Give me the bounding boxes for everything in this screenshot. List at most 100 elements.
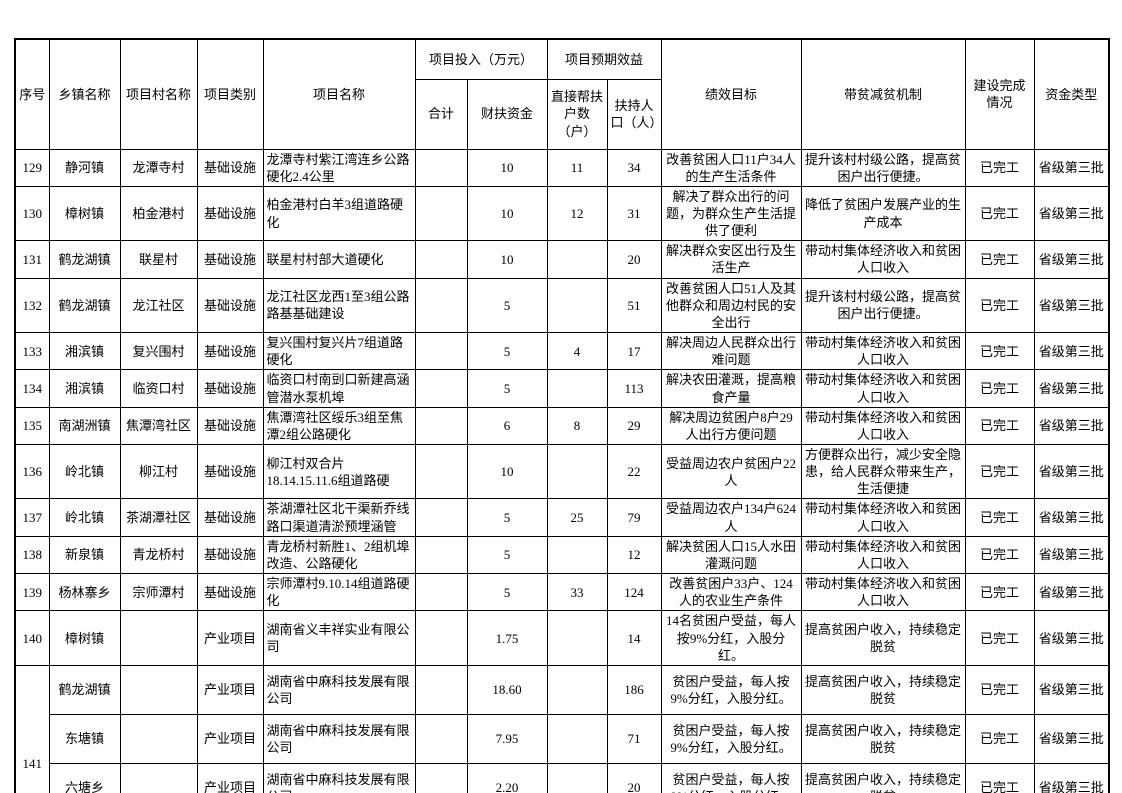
- header-benefit-group: 项目预期效益: [546, 38, 662, 80]
- cell-name: 龙江社区龙西1至3组公路路基基础建设: [262, 277, 416, 334]
- cell-total: [414, 713, 468, 764]
- cell-total: [414, 277, 468, 334]
- cell-name: 柳江村双合片18.14.15.11.6组道路硬: [262, 443, 416, 500]
- cell-village: [119, 713, 198, 764]
- header-fund: 财扶资金: [466, 78, 548, 150]
- cell-goal: 贫困户受益，每人按9%分红，入股分红。: [660, 713, 802, 764]
- cell-fund-type: 省级第三批: [1033, 369, 1110, 408]
- cell-status: 已完工: [964, 713, 1035, 764]
- cell-mechanism: 带动村集体经济收入和贫困人口收入: [800, 406, 966, 446]
- cell-fund-type: 省级第三批: [1033, 664, 1110, 715]
- cell-households: 8: [546, 406, 608, 446]
- cell-category: 基础设施: [196, 332, 264, 371]
- cell-category: 产业项目: [196, 664, 264, 715]
- cell-goal: 解决农田灌溉，提高粮食产量: [660, 369, 802, 408]
- cell-mechanism: 提升该村村级公路，提高贫困户出行便捷。: [800, 148, 966, 187]
- cell-fund: 10: [466, 240, 548, 279]
- cell-total: [414, 369, 468, 408]
- cell-fund-type: 省级第三批: [1033, 610, 1110, 666]
- cell-name: 湖南省义丰祥实业有限公司: [262, 610, 416, 666]
- cell-population: 79: [606, 498, 662, 537]
- cell-goal: 改善贫困人口11户34人的生产生活条件: [660, 148, 802, 187]
- cell-township: 静河镇: [48, 148, 121, 187]
- cell-name: 湖南省中麻科技发展有限公司: [262, 762, 416, 793]
- cell-no: 131: [14, 240, 50, 279]
- cell-township: 杨林寨乡: [48, 573, 121, 612]
- cell-name: 宗师潭村9.10.14组道路硬化: [262, 573, 416, 612]
- cell-village: 龙江社区: [119, 277, 198, 334]
- cell-goal: 14名贫困户受益，每人按9%分红，入股分红。: [660, 610, 802, 666]
- cell-no: 134: [14, 369, 50, 408]
- cell-mechanism: 提高贫困户收入，持续稳定脱贫: [800, 664, 966, 715]
- cell-goal: 解决周边贫困户8户29人出行方便问题: [660, 406, 802, 446]
- cell-no: 132: [14, 277, 50, 334]
- cell-township: 湘滨镇: [48, 369, 121, 408]
- cell-total: [414, 406, 468, 446]
- table-header: 序号 乡镇名称 项目村名称 项目类别 项目名称 项目投入（万元） 项目预期效益 …: [14, 38, 1110, 150]
- cell-village: 联星村: [119, 240, 198, 279]
- cell-category: 基础设施: [196, 185, 264, 242]
- cell-population: 20: [606, 762, 662, 793]
- cell-households: [546, 277, 608, 334]
- cell-category: 基础设施: [196, 369, 264, 408]
- cell-township: 岭北镇: [48, 498, 121, 537]
- header-village: 项目村名称: [119, 38, 198, 150]
- cell-households: [546, 443, 608, 500]
- cell-village: [119, 610, 198, 666]
- cell-township: 六塘乡: [48, 762, 121, 793]
- table-row: 130 樟树镇 柏金港村 基础设施 柏金港村白羊3组道路硬化 10 12 31 解决了群众出行的…: [14, 185, 1110, 242]
- cell-village: 柳江村: [119, 443, 198, 500]
- cell-name: 联星村村部大道硬化: [262, 240, 416, 279]
- cell-goal: 解决了群众出行的问题，为群众生产生活提供了便利: [660, 185, 802, 242]
- cell-village: 青龙桥村: [119, 535, 198, 575]
- table-row: 135 南湖洲镇 焦潭湾社区 基础设施 焦潭湾社区绥乐3组至焦潭2组公路硬化 6 8 29 解决…: [14, 406, 1110, 446]
- cell-fund-type: 省级第三批: [1033, 332, 1110, 371]
- cell-village: 焦潭湾社区: [119, 406, 198, 446]
- cell-fund: 6: [466, 406, 548, 446]
- cell-fund-type: 省级第三批: [1033, 406, 1110, 446]
- cell-category: 基础设施: [196, 240, 264, 279]
- cell-name: 复兴围村复兴片7组道路硬化: [262, 332, 416, 371]
- cell-fund-type: 省级第三批: [1033, 443, 1110, 500]
- cell-status: 已完工: [964, 535, 1035, 575]
- cell-status: 已完工: [964, 277, 1035, 334]
- cell-fund-type: 省级第三批: [1033, 277, 1110, 334]
- cell-fund: 18.60: [466, 664, 548, 715]
- cell-name: 龙潭寺村紫江湾连乡公路硬化2.4公里: [262, 148, 416, 187]
- cell-fund-type: 省级第三批: [1033, 185, 1110, 242]
- table-row: 136 岭北镇 柳江村 基础设施 柳江村双合片18.14.15.11.6组道路硬 10 22…: [14, 443, 1110, 500]
- cell-status: 已完工: [964, 664, 1035, 715]
- cell-households: 4: [546, 332, 608, 371]
- cell-status: 已完工: [964, 332, 1035, 371]
- cell-fund: 5: [466, 332, 548, 371]
- table-row: 139 杨林寨乡 宗师潭村 基础设施 宗师潭村9.10.14组道路硬化 5 33 124 改善贫…: [14, 573, 1110, 612]
- cell-population: 12: [606, 535, 662, 575]
- table-row: 133 湘滨镇 复兴围村 基础设施 复兴围村复兴片7组道路硬化 5 4 17 解决周边人民群众出…: [14, 332, 1110, 371]
- cell-township: 樟树镇: [48, 610, 121, 666]
- cell-no: 130: [14, 185, 50, 242]
- cell-status: 已完工: [964, 240, 1035, 279]
- cell-no: 141: [14, 664, 50, 793]
- cell-fund: 5: [466, 535, 548, 575]
- cell-category: 基础设施: [196, 535, 264, 575]
- cell-goal: 改善贫困户33户、124人的农业生产条件: [660, 573, 802, 612]
- cell-name: 湖南省中麻科技发展有限公司: [262, 664, 416, 715]
- cell-fund: 10: [466, 185, 548, 242]
- cell-name: 湖南省中麻科技发展有限公司: [262, 713, 416, 764]
- header-mechanism: 带贫减贫机制: [800, 38, 966, 150]
- header-name: 项目名称: [262, 38, 416, 150]
- header-no: 序号: [14, 38, 50, 150]
- cell-goal: 解决贫困人口15人水田灌溉问题: [660, 535, 802, 575]
- cell-households: [546, 610, 608, 666]
- cell-status: 已完工: [964, 610, 1035, 666]
- cell-village: [119, 762, 198, 793]
- cell-township: 岭北镇: [48, 443, 121, 500]
- cell-households: [546, 369, 608, 408]
- cell-township: 鹤龙湖镇: [48, 277, 121, 334]
- cell-no: 133: [14, 332, 50, 371]
- cell-total: [414, 443, 468, 500]
- cell-township: 南湖洲镇: [48, 406, 121, 446]
- cell-status: 已完工: [964, 369, 1035, 408]
- cell-households: 12: [546, 185, 608, 242]
- cell-total: [414, 185, 468, 242]
